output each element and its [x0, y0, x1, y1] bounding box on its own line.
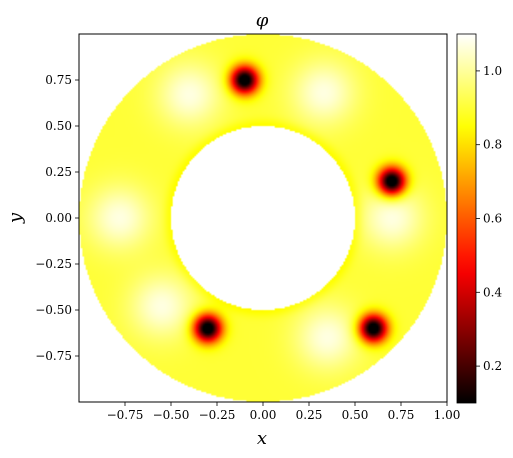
y-tick-label: −0.75 — [35, 349, 72, 363]
x-tick-label: 0.00 — [250, 408, 277, 422]
x-axis-ticks: −0.75 −0.50 −0.25 0.00 0.25 0.50 0.75 1.00 — [107, 402, 461, 422]
colorbar-ticks: 0.2 0.4 0.6 0.8 1.0 — [476, 64, 502, 373]
x-tick-label: −0.25 — [199, 408, 236, 422]
x-tick-label: 1.00 — [434, 408, 461, 422]
y-tick-label: 0.00 — [45, 211, 72, 225]
colorbar-gradient — [457, 34, 476, 403]
y-tick-label: 0.75 — [45, 73, 72, 87]
x-axis-label: x — [257, 428, 267, 449]
y-axis-label: y — [5, 212, 26, 224]
x-tick-label: 0.50 — [342, 408, 369, 422]
x-tick-label: 0.75 — [388, 408, 415, 422]
x-tick-label: 0.25 — [296, 408, 323, 422]
y-tick-label: 0.25 — [45, 165, 72, 179]
x-tick-label: −0.50 — [153, 408, 190, 422]
y-tick-label: −0.25 — [35, 257, 72, 271]
y-tick-label: 0.50 — [45, 119, 72, 133]
colorbar-tick-label: 0.4 — [483, 285, 502, 299]
colorbar-tick-label: 0.6 — [483, 212, 502, 226]
plot-area — [79, 34, 447, 402]
chart-title: φ — [256, 10, 269, 31]
colorbar — [456, 33, 477, 404]
x-tick-label: −0.75 — [107, 408, 144, 422]
phi-field-image — [79, 34, 447, 402]
colorbar-tick-label: 0.8 — [483, 138, 502, 152]
colorbar-tick-label: 0.2 — [483, 359, 502, 373]
y-tick-label: −0.50 — [35, 303, 72, 317]
y-axis-ticks: 0.75 0.50 0.25 0.00 −0.25 −0.50 −0.75 — [35, 73, 79, 363]
colorbar-tick-label: 1.0 — [483, 64, 502, 78]
